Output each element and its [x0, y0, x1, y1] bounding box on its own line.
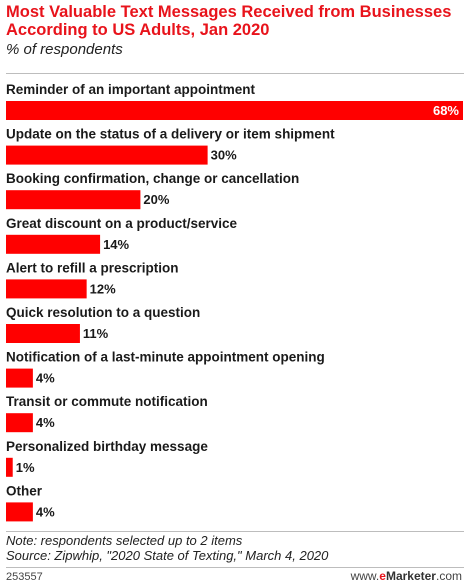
- chart-id: 253557: [6, 571, 43, 583]
- bar-chart: Reminder of an important appointment 68% U…: [6, 82, 463, 522]
- category-label: Personalized birthday message: [6, 439, 208, 454]
- value-label: 20%: [143, 192, 169, 207]
- value-label: 4%: [36, 415, 55, 430]
- value-label: 11%: [83, 326, 109, 341]
- value-label: 4%: [36, 504, 55, 519]
- chart-source: Source: Zipwhip, "2020 State of Texting,…: [6, 548, 329, 563]
- brand-com: .com: [435, 569, 462, 583]
- category-label: Quick resolution to a question: [6, 305, 200, 320]
- bar: [6, 457, 13, 477]
- bar: [6, 145, 208, 165]
- category-label: Update on the status of a delivery or it…: [6, 127, 335, 142]
- bar: [6, 279, 87, 299]
- bar: [6, 413, 33, 433]
- value-label: 68%: [433, 103, 459, 118]
- value-label: 1%: [16, 460, 35, 475]
- category-label: Great discount on a product/service: [6, 216, 238, 231]
- brand-name: Marketer: [385, 569, 436, 583]
- bar: [6, 502, 33, 522]
- category-label: Transit or commute notification: [6, 394, 208, 409]
- category-label: Other: [6, 483, 43, 498]
- value-label: 4%: [36, 371, 55, 386]
- chart-title: Most Valuable Text Messages Received fro…: [6, 3, 452, 39]
- category-label: Booking confirmation, change or cancella…: [6, 171, 299, 186]
- category-label: Reminder of an important appointment: [6, 82, 256, 97]
- value-label: 12%: [90, 281, 116, 296]
- chart-note: Note: respondents selected up to 2 items: [6, 533, 243, 548]
- bar: [6, 190, 141, 210]
- value-label: 30%: [211, 148, 237, 163]
- category-label: Alert to refill a prescription: [6, 260, 179, 275]
- emarketer-logo[interactable]: www.eMarketer.com: [351, 569, 462, 583]
- bottom-divider: [6, 531, 464, 532]
- brand-www: www.: [350, 569, 380, 583]
- bar: [6, 101, 463, 120]
- bar: [6, 234, 101, 254]
- bar: [6, 324, 80, 343]
- bar: [6, 368, 33, 388]
- footer-divider: [6, 567, 464, 568]
- value-label: 14%: [103, 237, 129, 252]
- chart-subtitle: % of respondents: [6, 41, 123, 58]
- brand-e: e: [379, 569, 386, 583]
- category-label: Notification of a last-minute appointmen…: [6, 350, 325, 365]
- top-divider: [6, 73, 464, 74]
